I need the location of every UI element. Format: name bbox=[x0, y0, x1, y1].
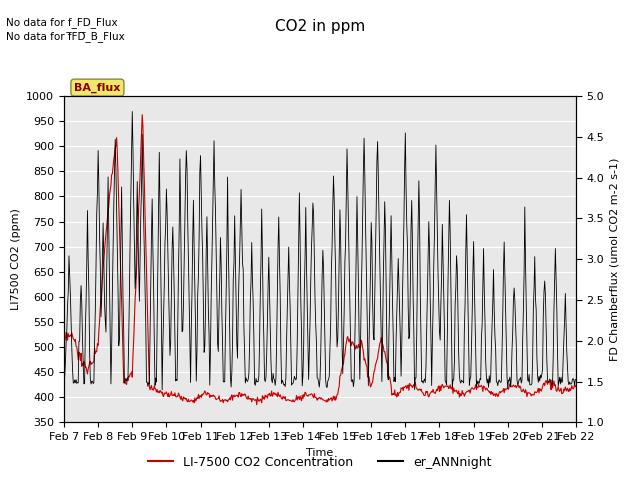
Text: No data for f̅FD̅_B_Flux: No data for f̅FD̅_B_Flux bbox=[6, 31, 125, 42]
Y-axis label: FD Chamberflux (umol CO2 m-2 s-1): FD Chamberflux (umol CO2 m-2 s-1) bbox=[610, 157, 620, 361]
Y-axis label: LI7500 CO2 (ppm): LI7500 CO2 (ppm) bbox=[11, 208, 20, 310]
Text: No data for f_FD_Flux: No data for f_FD_Flux bbox=[6, 17, 118, 28]
Legend: LI-7500 CO2 Concentration, er_ANNnight: LI-7500 CO2 Concentration, er_ANNnight bbox=[143, 451, 497, 474]
Text: CO2 in ppm: CO2 in ppm bbox=[275, 19, 365, 34]
X-axis label: Time: Time bbox=[307, 448, 333, 457]
Text: BA_flux: BA_flux bbox=[74, 83, 120, 93]
